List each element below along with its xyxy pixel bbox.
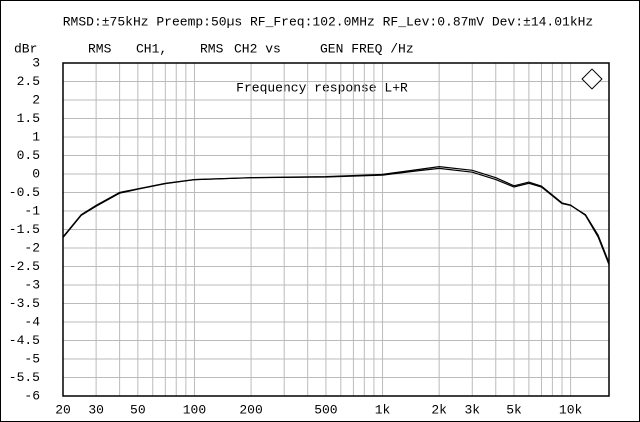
trace-label: GEN FREQ /Hz (320, 41, 414, 56)
y-tick-label: -2.5 (9, 259, 40, 274)
y-tick-label: -0.5 (9, 185, 40, 200)
trace-label: CH1, (136, 41, 167, 56)
y-tick-label: -1.5 (9, 222, 40, 237)
x-tick-label: 2k (431, 402, 447, 417)
y-tick-label: -3.5 (9, 296, 40, 311)
logo-box (581, 68, 603, 90)
chart-title: Frequency response L+R (236, 80, 408, 95)
x-tick-label: 1k (375, 402, 391, 417)
plot-frame (62, 62, 610, 397)
x-tick-label: 30 (88, 402, 104, 417)
x-tick-label: 3k (464, 402, 480, 417)
y-tick-label: -3 (24, 277, 40, 292)
x-tick-label: 5k (506, 402, 522, 417)
y-tick-label: 2.5 (17, 74, 40, 89)
x-tick-label: 20 (55, 402, 71, 417)
y-tick-label: 1 (32, 129, 40, 144)
y-tick-label: 0 (32, 166, 40, 181)
x-tick-label: 200 (239, 402, 262, 417)
y-tick-label: -1 (24, 203, 40, 218)
y-tick-label: 1.5 (17, 111, 40, 126)
y-tick-label: -2 (24, 240, 40, 255)
y-tick-label: 0.5 (17, 148, 40, 163)
y-tick-label: -4 (24, 314, 40, 329)
y-tick-label: -6 (24, 388, 40, 403)
trace-label: RMS (200, 41, 224, 56)
trace-label: CH2 vs (234, 41, 281, 56)
series-line (62, 165, 610, 265)
x-tick-label: 500 (314, 402, 337, 417)
y-tick-label: 3 (32, 55, 40, 70)
y-tick-label: 2 (32, 92, 40, 107)
x-tick-label: 100 (183, 402, 206, 417)
logo (581, 68, 603, 90)
x-tick-label: 50 (130, 402, 146, 417)
y-tick-label: -5 (24, 351, 40, 366)
trace-label: RMS (88, 41, 112, 56)
y-tick-label: -4.5 (9, 333, 40, 348)
y-tick-label: -5.5 (9, 370, 40, 385)
x-tick-label: 10k (559, 402, 583, 417)
header: RMSD:±75kHz Preemp:50µs RF_Freq:102.0MHz… (63, 14, 594, 29)
y-axis-label: dBr (14, 41, 37, 56)
